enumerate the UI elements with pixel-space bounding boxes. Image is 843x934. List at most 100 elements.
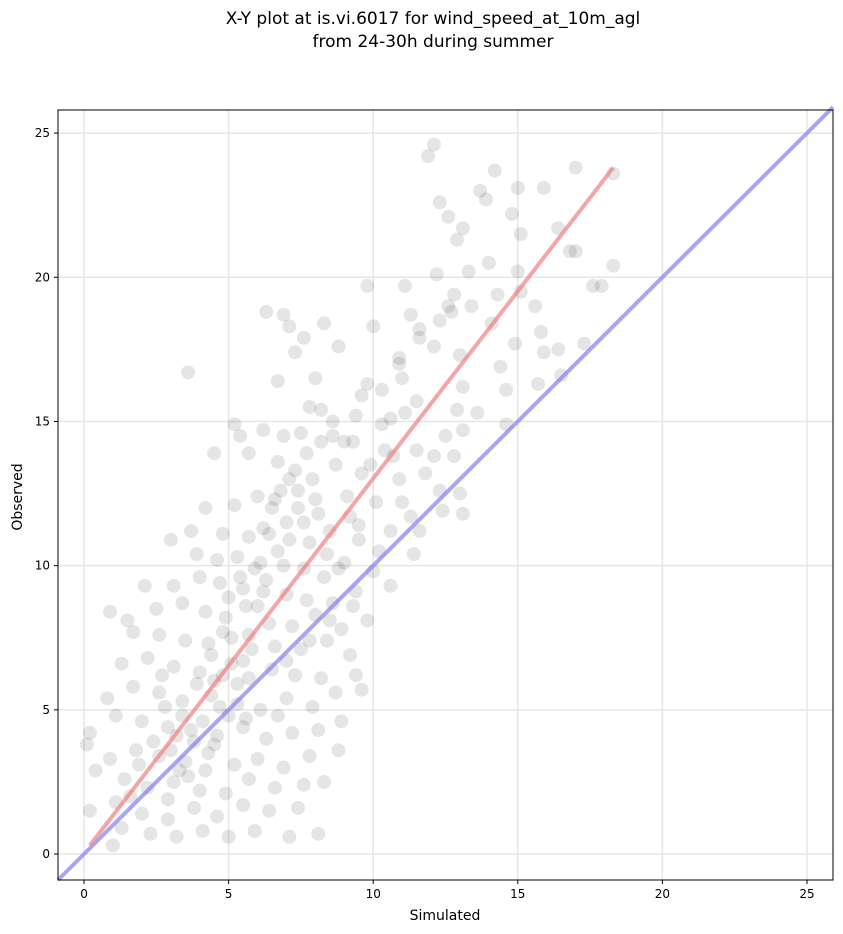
data-point — [308, 371, 323, 386]
data-point — [568, 160, 583, 175]
data-point — [262, 526, 277, 541]
data-point — [426, 137, 441, 152]
data-point — [175, 694, 190, 709]
data-point — [302, 535, 317, 550]
data-point — [374, 382, 389, 397]
data-point — [227, 757, 242, 772]
data-point — [192, 570, 207, 585]
x-tick-label: 0 — [80, 887, 88, 901]
data-point — [233, 570, 248, 585]
data-point — [247, 561, 262, 576]
data-point — [551, 342, 566, 357]
data-point — [412, 330, 427, 345]
data-point — [383, 578, 398, 593]
data-point — [155, 668, 170, 683]
data-point — [455, 221, 470, 236]
data-point — [452, 486, 467, 501]
chart-title: X-Y plot at is.vi.6017 for wind_speed_at… — [226, 9, 641, 52]
axis-ticks: 0 5 10 15 20 25 0 5 10 15 20 25 — [35, 126, 815, 901]
data-point — [296, 777, 311, 792]
data-point — [117, 772, 132, 787]
y-tick-label: 0 — [42, 847, 50, 861]
data-point — [461, 264, 476, 279]
data-point — [577, 336, 592, 351]
data-point — [319, 547, 334, 562]
data-point — [409, 394, 424, 409]
data-point — [143, 826, 158, 841]
x-tick-label: 10 — [366, 887, 381, 901]
identity-line — [56, 105, 835, 882]
data-point — [230, 676, 245, 691]
data-point — [441, 209, 456, 224]
data-point — [259, 573, 274, 588]
data-point — [178, 633, 193, 648]
data-point — [184, 723, 199, 738]
data-point — [426, 339, 441, 354]
data-point — [250, 489, 265, 504]
data-point — [236, 581, 251, 596]
data-point — [291, 800, 306, 815]
data-point — [276, 760, 291, 775]
grid — [58, 110, 833, 880]
data-point — [311, 826, 326, 841]
data-point — [221, 829, 236, 844]
data-point — [201, 746, 216, 761]
data-point — [447, 287, 462, 302]
data-point — [285, 619, 300, 634]
data-point — [236, 653, 251, 668]
data-point — [221, 590, 236, 605]
data-point — [308, 492, 323, 507]
data-point — [345, 434, 360, 449]
y-axis-label: Observed — [10, 463, 26, 530]
data-point — [79, 737, 94, 752]
data-point — [189, 676, 204, 691]
data-point — [259, 304, 274, 319]
data-point — [244, 642, 259, 657]
data-point — [250, 751, 265, 766]
data-point — [227, 417, 242, 432]
data-point — [270, 544, 285, 559]
data-point — [536, 345, 551, 360]
data-point — [421, 149, 436, 164]
data-point — [157, 699, 172, 714]
data-point — [331, 743, 346, 758]
data-point — [455, 379, 470, 394]
data-point — [253, 555, 268, 570]
data-point — [192, 783, 207, 798]
data-point — [432, 195, 447, 210]
x-tick-label: 20 — [655, 887, 670, 901]
data-point — [481, 255, 496, 270]
data-point — [432, 313, 447, 328]
data-point — [218, 786, 233, 801]
data-point — [134, 714, 149, 729]
data-point — [455, 423, 470, 438]
data-point — [305, 699, 320, 714]
data-point — [160, 812, 175, 827]
data-point — [360, 613, 375, 628]
data-point — [444, 304, 459, 319]
data-point — [189, 547, 204, 562]
data-point — [299, 593, 314, 608]
data-point — [348, 668, 363, 683]
data-point — [406, 547, 421, 562]
data-point — [160, 792, 175, 807]
data-point — [198, 604, 213, 619]
data-point — [207, 446, 222, 461]
data-point — [166, 774, 181, 789]
data-point — [291, 483, 306, 498]
x-axis-label: Simulated — [410, 908, 481, 924]
data-point — [120, 613, 135, 628]
data-point — [195, 714, 210, 729]
data-point — [360, 278, 375, 293]
data-point — [377, 443, 392, 458]
data-point — [267, 639, 282, 654]
data-point — [282, 532, 297, 547]
data-point — [392, 472, 407, 487]
data-point — [314, 434, 329, 449]
data-point — [276, 428, 291, 443]
data-point — [140, 780, 155, 795]
reference-lines — [56, 105, 835, 882]
data-point — [369, 495, 384, 510]
data-point — [302, 748, 317, 763]
data-point — [450, 402, 465, 417]
